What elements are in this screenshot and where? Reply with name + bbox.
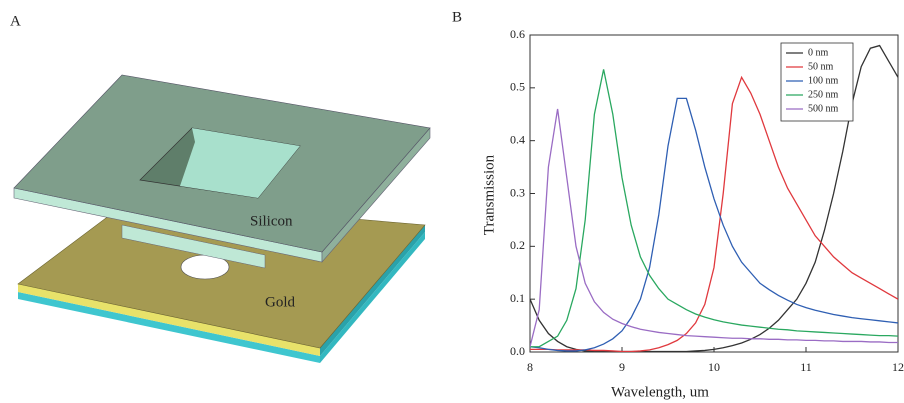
panel-label: B bbox=[452, 9, 462, 25]
figure: A Gold Silicon B Wavelength, um Transmis… bbox=[0, 0, 904, 403]
y-tick-label: 0.0 bbox=[510, 344, 525, 358]
y-tick-label: 0.5 bbox=[510, 80, 525, 94]
legend-label: 0 nm bbox=[808, 47, 829, 58]
legend-label: 500 nm bbox=[808, 103, 839, 114]
chart: B Wavelength, um Transmission 0.0 0.1 0.2 0… bbox=[452, 9, 904, 400]
x-tick-label: 9 bbox=[619, 360, 625, 374]
legend-label: 50 nm bbox=[808, 61, 834, 72]
panel-label: A bbox=[10, 13, 21, 29]
y-tick-label: 0.3 bbox=[510, 185, 525, 199]
x-tick-label: 8 bbox=[527, 360, 533, 374]
x-tick-label: 11 bbox=[800, 360, 812, 374]
diagram: A Gold Silicon bbox=[10, 13, 430, 363]
x-axis-label: Wavelength, um bbox=[611, 384, 709, 400]
y-tick-label: 0.1 bbox=[510, 291, 525, 305]
silicon-label: Silicon bbox=[250, 213, 293, 229]
y-axis-label: Transmission bbox=[481, 154, 497, 235]
x-tick-label: 12 bbox=[892, 360, 904, 374]
series-line bbox=[530, 109, 898, 347]
y-tick-label: 0.4 bbox=[510, 132, 525, 146]
gold-label: Gold bbox=[265, 294, 296, 310]
y-tick-label: 0.2 bbox=[510, 238, 525, 252]
x-tick-label: 10 bbox=[708, 360, 720, 374]
y-tick-label: 0.6 bbox=[510, 27, 525, 41]
legend-label: 100 nm bbox=[808, 75, 839, 86]
legend-label: 250 nm bbox=[808, 89, 839, 100]
